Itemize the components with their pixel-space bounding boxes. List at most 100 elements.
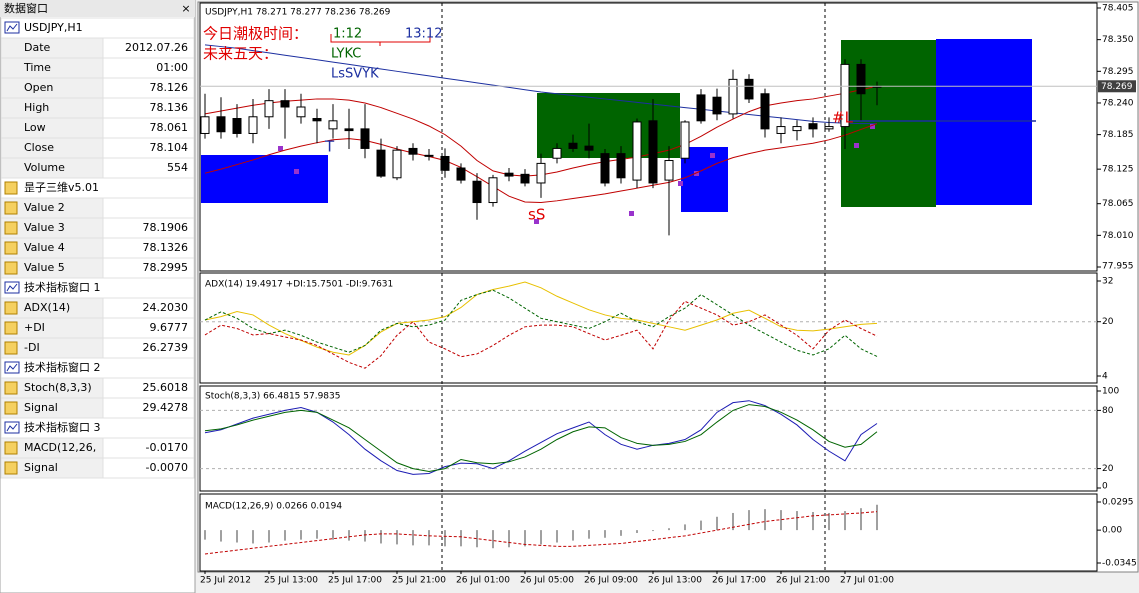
candle-body — [584, 145, 594, 151]
x-tick-label: 26 Jul 05:00 — [520, 576, 574, 586]
histogram-bar — [684, 524, 686, 531]
annotation: #L — [832, 109, 854, 127]
candle-body — [776, 126, 786, 134]
y-tick-label: 78.065 — [1102, 199, 1134, 209]
histogram-bar — [428, 530, 430, 546]
annotation: LsSVYK — [331, 67, 379, 82]
item-value: 78.061 — [150, 121, 189, 134]
macd-pane — [199, 493, 1098, 572]
y-tick-label: 78.125 — [1102, 165, 1134, 175]
indicator-icon — [4, 381, 18, 395]
annotation: 13:12 — [405, 27, 442, 42]
candle-body — [424, 154, 434, 157]
annotation: LYKC — [331, 47, 361, 62]
candle-body — [808, 123, 818, 130]
x-tick-label: 25 Jul 17:00 — [328, 576, 382, 586]
histogram-bar — [236, 530, 238, 543]
histogram-bar — [748, 510, 750, 531]
y-tick-label: 77.955 — [1102, 262, 1134, 272]
annotation: sS — [528, 206, 545, 224]
item-value: 78.104 — [150, 141, 189, 154]
candle-body — [664, 160, 674, 181]
item-value: 78.1906 — [143, 221, 189, 234]
y-tick-label: -0.0345 — [1102, 559, 1137, 569]
histogram-bar — [828, 512, 830, 531]
group-name: USDJPY,H1 — [24, 21, 83, 34]
x-tick-label: 26 Jul 09:00 — [584, 576, 638, 586]
data-window-title: 数据窗口 — [4, 1, 48, 15]
label-cell — [0, 37, 104, 59]
series-line — [204, 404, 878, 473]
x-tick-label: 26 Jul 13:00 — [648, 576, 702, 586]
candle-body — [760, 93, 770, 130]
y-tick-label: 0.0295 — [1102, 498, 1134, 508]
histogram-bar — [604, 530, 606, 538]
label-cell — [0, 117, 104, 139]
window-icon-line — [6, 283, 18, 292]
item-value: -0.0070 — [146, 461, 188, 474]
group-name: 技术指标窗口 1 — [24, 280, 101, 294]
item-label: MACD(12,26, — [24, 441, 96, 454]
annotation: T — [324, 138, 335, 156]
series-line — [204, 300, 878, 369]
item-label: Low — [24, 121, 46, 134]
indicator-icon — [4, 441, 18, 455]
item-label: Date — [24, 41, 51, 54]
y-tick-label: 32 — [1102, 277, 1113, 287]
label-cell — [0, 97, 104, 119]
y-tick-label: 100 — [1102, 387, 1119, 397]
window-icon-line — [6, 423, 18, 432]
item-label: Volume — [24, 161, 65, 174]
item-label: Value 2 — [24, 201, 65, 214]
histogram-bar — [844, 511, 846, 531]
pane-title: MACD(12,26,9) 0.0266 0.0194 — [205, 502, 342, 512]
item-label: Open — [24, 81, 53, 94]
candle-body — [328, 120, 338, 130]
pane-title: USDJPY,H1 78.271 78.277 78.236 78.269 — [205, 8, 391, 18]
histogram-bar — [860, 508, 862, 531]
window-icon-line — [6, 23, 18, 32]
x-tick-label: 26 Jul 17:00 — [712, 576, 766, 586]
series-line — [204, 289, 878, 357]
histogram-bar — [700, 520, 702, 531]
histogram-bar — [732, 512, 734, 531]
candle-body — [632, 121, 642, 181]
annotation: 未来五天： — [203, 45, 278, 63]
histogram-bar — [636, 530, 638, 533]
candle-body — [600, 153, 610, 184]
candle-body — [456, 167, 466, 181]
candle-body — [232, 118, 242, 134]
pane-title: Stoch(8,3,3) 66.4815 57.9835 — [205, 392, 340, 402]
y-tick-label: 0 — [1102, 482, 1108, 492]
item-value: 78.1326 — [143, 241, 189, 254]
candle-body — [248, 116, 258, 134]
group-name: 昰子三维v5.01 — [24, 181, 99, 194]
candle-body — [792, 126, 802, 132]
histogram-bar — [876, 504, 878, 531]
label-cell — [0, 57, 104, 79]
candle-body — [616, 153, 626, 179]
indicator-icon — [4, 261, 18, 275]
candle-body — [696, 94, 706, 122]
candle-body — [312, 118, 322, 122]
histogram-bar — [540, 530, 542, 545]
zone-box — [201, 155, 328, 203]
day-separators — [441, 3, 826, 571]
histogram-bar — [652, 530, 654, 532]
histogram-bar — [220, 530, 222, 542]
group-name: 技术指标窗口 3 — [24, 420, 101, 434]
candle-body — [360, 128, 370, 149]
y-tick-label: 78.240 — [1102, 98, 1134, 108]
last-price-box — [1098, 80, 1136, 93]
y-tick-label: 78.185 — [1102, 130, 1134, 140]
histogram-bar — [332, 530, 334, 540]
close-button[interactable]: × — [181, 2, 190, 15]
histogram-bar — [492, 530, 494, 549]
y-tick-label: 78.405 — [1102, 4, 1134, 14]
indicator-icon — [4, 201, 18, 215]
candle-body — [840, 63, 850, 128]
annotation: 今日潮极时间： — [203, 25, 308, 43]
signal-dots — [278, 124, 875, 224]
histogram-bar — [204, 530, 206, 540]
